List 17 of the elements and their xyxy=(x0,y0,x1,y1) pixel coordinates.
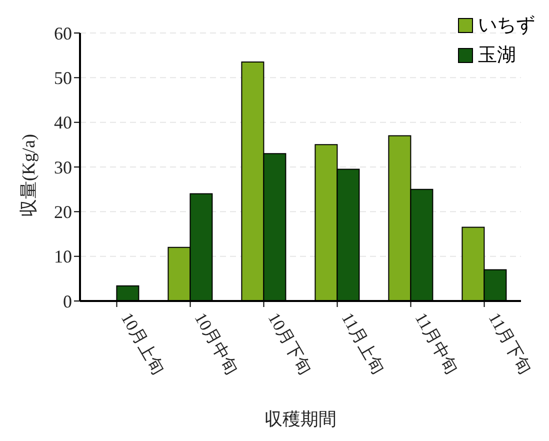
y-tick-label: 60 xyxy=(54,23,72,44)
legend-label: 玉湖 xyxy=(478,44,516,68)
y-tick-label: 40 xyxy=(54,112,72,133)
x-tick-label: 10月上旬 xyxy=(117,310,168,378)
y-tick-label: 0 xyxy=(63,291,72,312)
x-tick-label: 11月中旬 xyxy=(411,310,462,378)
y-axis-title: 収量(Kg/a) xyxy=(18,134,38,217)
x-tick-label: 10月下旬 xyxy=(264,310,315,378)
y-tick-label: 50 xyxy=(54,68,72,88)
y-tick-label: 20 xyxy=(54,202,72,222)
x-tick-label: 10月中旬 xyxy=(190,310,242,378)
legend-label: いちず xyxy=(478,14,535,38)
y-tick-label: 30 xyxy=(54,157,72,178)
y-tick-label: 10 xyxy=(54,246,72,267)
x-tick-label: 11月上旬 xyxy=(338,310,388,378)
x-axis-title: 収穫期間 xyxy=(264,409,336,429)
x-tick-label: 11月下旬 xyxy=(484,310,535,378)
